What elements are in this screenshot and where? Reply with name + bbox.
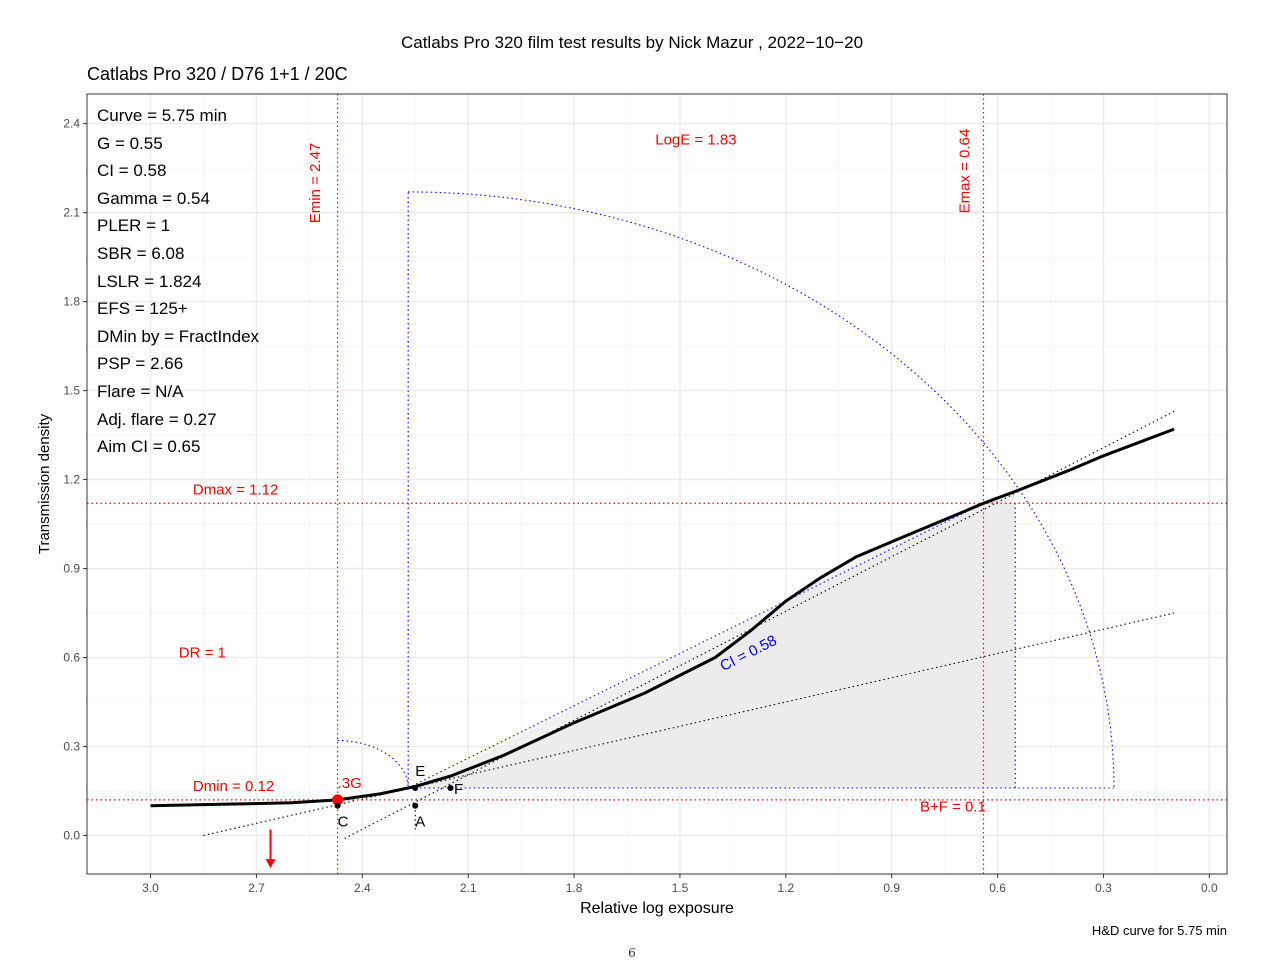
annotation-label: LogE = 1.83 xyxy=(655,131,736,148)
stat-line: SBR = 6.08 xyxy=(97,243,185,263)
annotation-label: C xyxy=(338,814,349,831)
chart-subtitle: Catlabs Pro 320 / D76 1+1 / 20C xyxy=(87,64,348,84)
stat-line: DMin by = FractIndex xyxy=(97,326,260,346)
annotation-label: Emin = 2.47 xyxy=(307,143,324,223)
stat-line: LSLR = 1.824 xyxy=(97,271,202,291)
point-3G xyxy=(332,794,344,806)
point-C xyxy=(334,802,341,809)
y-tick-label: 2.1 xyxy=(63,206,80,220)
y-tick-label: 1.5 xyxy=(63,384,80,398)
annotation-label: F xyxy=(454,781,463,798)
y-tick-label: 0.0 xyxy=(63,828,80,842)
stat-line: CI = 0.58 xyxy=(97,161,167,181)
stat-line: Adj. flare = 0.27 xyxy=(97,409,217,429)
annotation-label: .3G xyxy=(338,775,362,792)
x-axis-ticks: 3.0 2.7 2.4 2.1 1.8 1.5 1.2 0.9 0.6 0.3 0.0 xyxy=(142,874,1218,895)
stats-panel: Curve = 5.75 min G = 0.55 CI = 0.58 Gamma =… xyxy=(97,102,259,461)
hd-curve-line xyxy=(150,427,1175,808)
x-tick-label: 1.8 xyxy=(566,881,583,895)
stat-line: Gamma = 0.54 xyxy=(97,188,210,208)
y-tick-label: 0.3 xyxy=(63,739,80,753)
ci-line xyxy=(407,502,984,789)
y-axis-ticks: 0.0 0.3 0.6 0.9 1.2 1.5 1.8 2.1 2.4 xyxy=(63,117,87,842)
annotation-label: Dmax = 1.12 xyxy=(193,481,278,498)
y-axis-label: Transmission density xyxy=(36,413,53,554)
annotation-label: B+F = 0.1 xyxy=(920,799,986,816)
point-F xyxy=(447,784,454,791)
stat-line: G = 0.55 xyxy=(97,133,163,153)
x-tick-label: 2.7 xyxy=(248,881,265,895)
annotation-label: DR = 1 xyxy=(179,644,226,661)
x-tick-label: 1.5 xyxy=(672,881,689,895)
annotation-label: E xyxy=(415,763,425,780)
annotations-layer: Emin = 2.47 Emax = 0.64 LogE = 1.83 Dmax = … xyxy=(179,129,986,831)
small-arc xyxy=(337,739,409,789)
y-tick-label: 1.8 xyxy=(63,295,80,309)
x-axis-label: Relative log exposure xyxy=(580,900,734,917)
point-E xyxy=(412,784,419,791)
y-tick-label: 0.6 xyxy=(63,650,80,664)
annotation-label: Emax = 0.64 xyxy=(956,129,973,214)
x-tick-label: 2.4 xyxy=(354,881,371,895)
stat-line: EFS = 125+ xyxy=(97,299,188,319)
chart-main-title: Catlabs Pro 320 film test results by Nic… xyxy=(400,33,864,52)
construction-lines xyxy=(203,191,1175,839)
y-tick-label: 2.4 xyxy=(63,117,80,131)
x-tick-label: 1.2 xyxy=(777,881,794,895)
y-tick-label: 0.9 xyxy=(63,562,80,576)
stat-line: Aim CI = 0.65 xyxy=(97,437,201,457)
chart-caption: H&D curve for 5.75 min xyxy=(1091,923,1227,938)
psp-arrow-head xyxy=(265,859,276,869)
stat-line: PLER = 1 xyxy=(97,216,171,236)
annotation-label: A xyxy=(415,814,425,831)
contrast-area-upper xyxy=(415,503,1016,788)
points-layer xyxy=(332,784,454,809)
point-A xyxy=(412,802,419,809)
x-tick-label: 3.0 xyxy=(142,881,159,895)
x-tick-label: 2.1 xyxy=(460,881,477,895)
x-tick-label: 0.9 xyxy=(883,881,900,895)
x-tick-label: 0.0 xyxy=(1201,881,1218,895)
stat-line: Flare = N/A xyxy=(97,381,184,401)
annotation-label: Dmin = 0.12 xyxy=(193,778,274,795)
page-number: 6 xyxy=(628,946,636,960)
stat-line: Curve = 5.75 min xyxy=(97,106,227,125)
reference-lines xyxy=(87,94,1227,874)
curve-layer xyxy=(150,427,1175,808)
plot-border xyxy=(86,93,1228,875)
y-tick-label: 1.2 xyxy=(63,473,80,487)
x-tick-label: 0.3 xyxy=(1095,881,1112,895)
stat-line: PSP = 2.66 xyxy=(97,354,184,374)
x-tick-label: 0.6 xyxy=(989,881,1006,895)
